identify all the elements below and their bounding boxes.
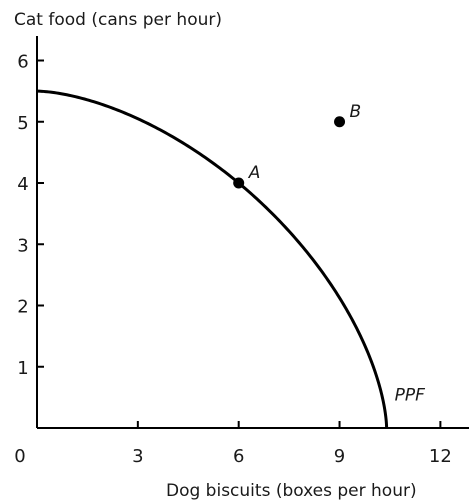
y-tick-label: 2	[17, 297, 28, 318]
x-tick-label: 9	[334, 446, 345, 467]
x-axis-title: Dog biscuits (boxes per hour)	[166, 481, 417, 501]
point-a	[233, 177, 245, 189]
x-tick-label: 6	[233, 446, 244, 467]
x-axis-ticks: 3 6 9 12	[132, 421, 452, 467]
y-tick-label: 5	[17, 113, 28, 134]
y-tick-label: 6	[17, 52, 28, 73]
y-axis-title: Cat food (cans per hour)	[14, 10, 222, 30]
x-tick-label: 3	[132, 446, 143, 467]
y-tick-label: 1	[17, 358, 28, 379]
point-b	[334, 116, 346, 128]
data-points: AB	[233, 102, 361, 189]
point-b-label: B	[350, 102, 362, 122]
y-axis-ticks: 1 2 3 4 5 6	[17, 52, 44, 379]
point-a-label: A	[248, 163, 261, 183]
ppf-curve	[36, 89, 389, 429]
ppf-label: PPF	[395, 385, 426, 405]
y-tick-label: 4	[17, 174, 28, 195]
y-tick-label: 3	[17, 235, 28, 256]
origin-label: 0	[14, 446, 25, 467]
x-tick-label: 12	[429, 446, 452, 467]
